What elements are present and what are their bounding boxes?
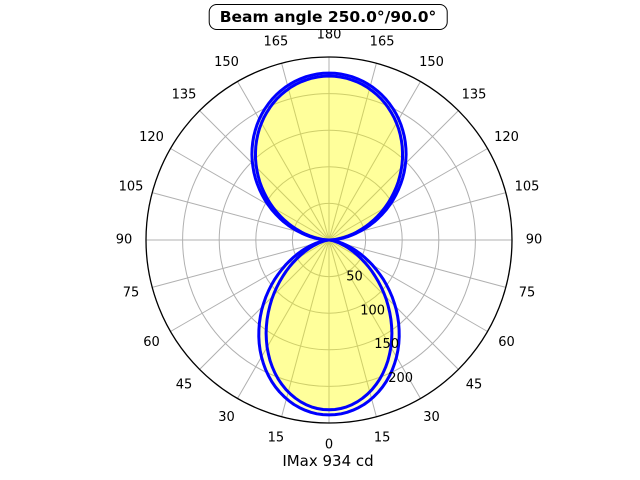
radial-tick-label: 150 [374,337,399,352]
angle-tick-label: 45 [466,378,483,393]
angle-tick-label: 60 [498,335,515,350]
angle-tick-label: 75 [123,286,140,301]
angle-tick-label: 135 [172,88,197,103]
beam-lobe-fill [251,73,407,415]
grid-spoke [328,63,377,241]
beam-curve [254,74,404,412]
angle-tick-label: 165 [370,35,395,50]
grid-spoke [170,148,330,241]
grid-spoke [328,81,421,241]
angle-tick-label: 135 [462,88,487,103]
angle-tick-label: 30 [423,410,440,425]
grid-spoke [328,110,459,241]
angle-tick-label: 45 [176,378,193,393]
grid-spoke [152,239,330,288]
grid-spoke [237,239,330,399]
angle-tick-label: 0 [325,438,333,453]
beam-lobe-fill [255,76,403,410]
angle-tick-label: 15 [374,431,391,446]
angle-tick-label: 150 [419,55,444,70]
angle-tick-label: 105 [515,179,540,194]
angle-tick-label: 120 [494,130,519,145]
angle-tick-label: 105 [119,179,144,194]
angle-tick-label: 165 [263,35,288,50]
grid-spoke [199,110,330,241]
grid-spoke [328,148,488,241]
angle-tick-label: 90 [526,233,543,248]
angle-tick-label: 30 [218,410,235,425]
grid-spoke [328,239,506,288]
grid-spoke [328,239,421,399]
grid-spoke [281,63,330,241]
radial-tick-label: 200 [388,371,413,386]
angle-tick-label: 60 [143,335,160,350]
radial-tick-label: 50 [346,270,363,285]
chart-title: Beam angle 250.0°/90.0° [208,4,448,30]
grid-spoke [281,239,330,417]
outer-circle [145,56,513,424]
radial-tick-label: 100 [360,303,385,318]
grid-spoke [237,81,330,241]
angle-tick-label: 180 [317,28,342,43]
beam-curve [250,71,408,417]
angle-tick-label: 15 [268,431,285,446]
grid-spoke [328,239,377,417]
angle-tick-label: 90 [116,233,133,248]
angle-tick-label: 120 [139,130,164,145]
angle-tick-label: 75 [519,286,536,301]
imax-label: IMax 934 cd [282,452,374,470]
angle-tick-label: 150 [214,55,239,70]
